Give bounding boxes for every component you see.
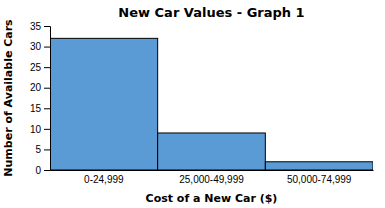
y-tick: 5 <box>35 144 50 155</box>
x-tick: 25,000-49,999 <box>179 170 244 185</box>
x-tick-label: 50,000-74,999 <box>287 174 352 185</box>
tick-mark <box>44 129 50 130</box>
y-label: Number of Available Cars <box>2 19 15 177</box>
title: New Car Values - Graph 1 <box>118 5 304 20</box>
x-tick: 0-24,999 <box>84 170 124 185</box>
axis-line <box>44 27 51 171</box>
y-tick: 30 <box>30 41 50 52</box>
y-tick-label: 30 <box>30 41 42 52</box>
y-tick-label: 15 <box>30 103 42 114</box>
y-tick: 0 <box>35 165 50 176</box>
y-tick: 25 <box>30 62 50 73</box>
bar <box>50 38 158 170</box>
tick-mark <box>44 47 50 48</box>
tick-mark <box>44 108 50 109</box>
y-tick: 35 <box>30 21 50 32</box>
y-tick-label: 20 <box>30 82 42 93</box>
plot: 0-24,999 25,000-49,999 50,000-74,999 0 5 10 15… <box>30 21 374 185</box>
chart: 0-24,999 25,000-49,999 50,000-74,999 0 5 10 15… <box>0 0 385 208</box>
y-tick: 10 <box>30 124 50 135</box>
y-axis: 0 5 10 15 20 25 30 35 <box>30 21 51 176</box>
x-tick-label: 25,000-49,999 <box>179 174 244 185</box>
y-tick-label: 35 <box>30 21 42 32</box>
x-axis: 0-24,999 25,000-49,999 50,000-74,999 <box>51 170 374 185</box>
x-tick-label: 0-24,999 <box>84 174 124 185</box>
y-tick-label: 10 <box>30 124 42 135</box>
y-tick: 15 <box>30 103 50 114</box>
x-label: Cost of a New Car ($) <box>146 192 278 205</box>
tick-mark <box>44 170 50 171</box>
y-tick-label: 0 <box>35 165 41 176</box>
bars <box>50 38 373 170</box>
tick-mark <box>44 67 50 68</box>
y-tick-label: 25 <box>30 62 42 73</box>
x-tick: 50,000-74,999 <box>287 170 352 185</box>
bar <box>265 162 373 170</box>
tick-mark <box>44 26 50 27</box>
tick-mark <box>44 149 50 150</box>
y-tick-label: 5 <box>35 144 41 155</box>
bar <box>158 133 266 170</box>
tick-mark <box>44 88 50 89</box>
y-tick: 20 <box>30 82 50 93</box>
axis-line <box>51 170 374 171</box>
